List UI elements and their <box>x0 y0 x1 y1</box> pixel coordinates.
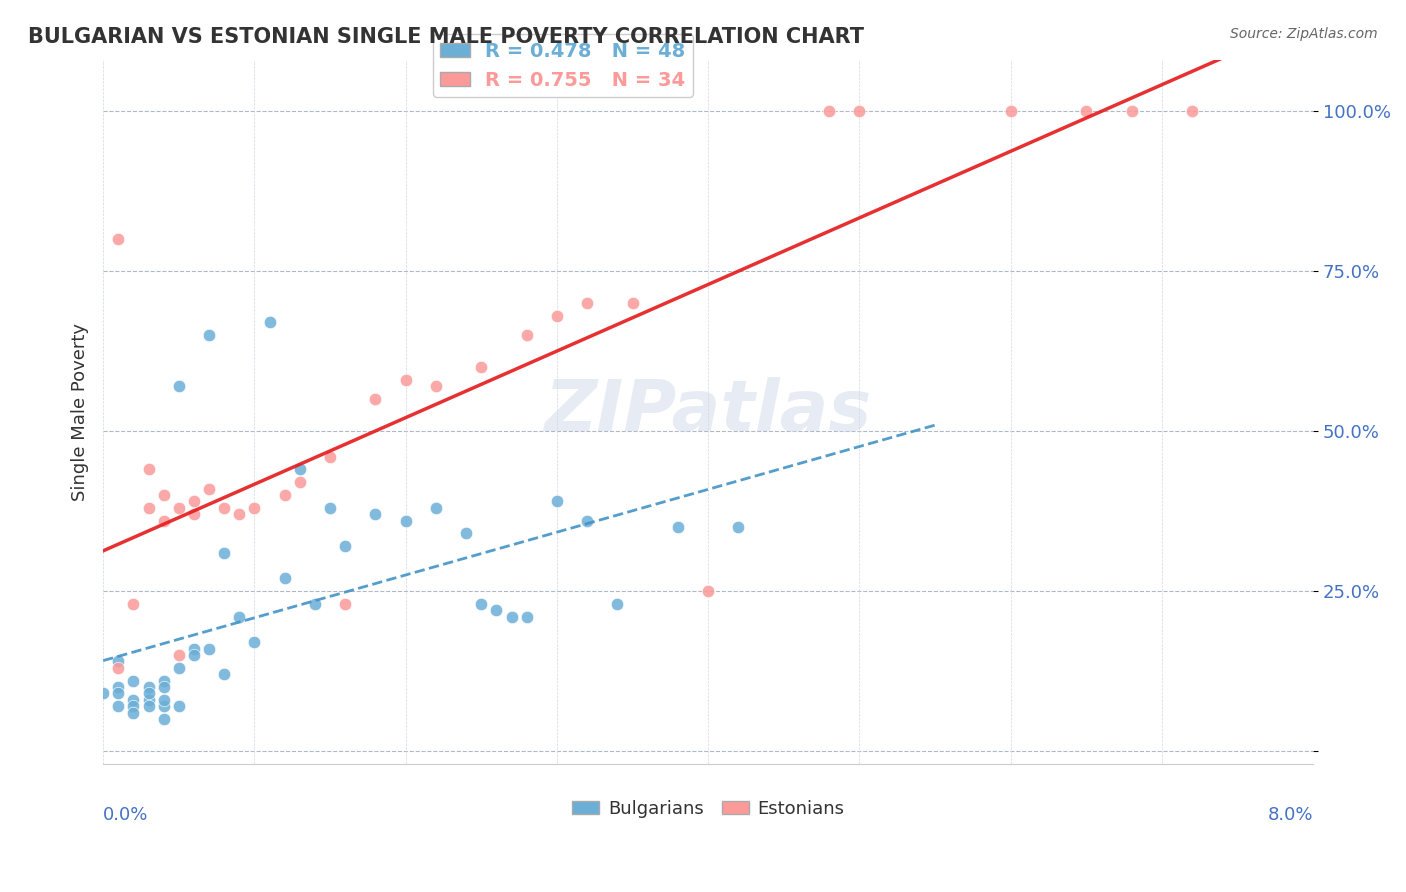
Point <box>576 296 599 310</box>
Point <box>546 494 568 508</box>
Point <box>364 392 387 406</box>
Point <box>107 661 129 675</box>
Point <box>152 712 174 726</box>
Point <box>138 680 160 694</box>
Text: ZIPatlas: ZIPatlas <box>544 377 872 446</box>
Point <box>183 641 205 656</box>
Point <box>516 609 538 624</box>
Point <box>167 500 190 515</box>
Legend: Bulgarians, Estonians: Bulgarians, Estonians <box>564 793 852 825</box>
Point <box>122 706 145 720</box>
Point <box>606 597 628 611</box>
Point <box>501 609 523 624</box>
Point <box>697 584 720 599</box>
Point <box>167 379 190 393</box>
Text: 8.0%: 8.0% <box>1268 806 1313 824</box>
Point <box>516 327 538 342</box>
Point <box>259 315 281 329</box>
Point <box>138 462 160 476</box>
Point <box>485 603 508 617</box>
Point <box>138 693 160 707</box>
Point <box>288 475 311 490</box>
Point <box>198 482 221 496</box>
Point <box>243 500 266 515</box>
Point <box>304 597 326 611</box>
Point <box>425 379 447 393</box>
Point <box>152 514 174 528</box>
Point <box>364 507 387 521</box>
Point <box>183 494 205 508</box>
Point <box>152 693 174 707</box>
Point <box>152 680 174 694</box>
Point <box>243 635 266 649</box>
Point <box>122 673 145 688</box>
Y-axis label: Single Male Poverty: Single Male Poverty <box>72 323 89 500</box>
Point <box>1121 103 1143 118</box>
Point <box>333 597 356 611</box>
Point <box>212 667 235 681</box>
Point <box>1181 103 1204 118</box>
Point <box>183 648 205 662</box>
Point <box>395 373 418 387</box>
Point <box>273 571 295 585</box>
Point <box>470 359 492 374</box>
Point <box>228 609 250 624</box>
Point <box>198 641 221 656</box>
Point <box>727 520 749 534</box>
Point <box>1000 103 1022 118</box>
Point <box>107 680 129 694</box>
Point <box>621 296 644 310</box>
Point <box>152 673 174 688</box>
Point <box>198 327 221 342</box>
Point <box>425 500 447 515</box>
Point <box>456 526 478 541</box>
Point <box>167 699 190 714</box>
Point <box>848 103 870 118</box>
Point <box>167 648 190 662</box>
Point <box>228 507 250 521</box>
Point <box>818 103 841 118</box>
Point <box>122 693 145 707</box>
Point <box>333 539 356 553</box>
Point <box>152 699 174 714</box>
Point <box>576 514 599 528</box>
Point <box>470 597 492 611</box>
Point <box>183 507 205 521</box>
Point <box>107 654 129 668</box>
Text: 0.0%: 0.0% <box>103 806 149 824</box>
Point <box>122 699 145 714</box>
Point <box>107 232 129 246</box>
Point <box>1076 103 1098 118</box>
Point <box>138 500 160 515</box>
Point <box>138 686 160 700</box>
Point <box>288 462 311 476</box>
Point <box>212 545 235 559</box>
Point <box>666 520 689 534</box>
Point <box>319 500 342 515</box>
Point <box>395 514 418 528</box>
Point <box>319 450 342 464</box>
Text: BULGARIAN VS ESTONIAN SINGLE MALE POVERTY CORRELATION CHART: BULGARIAN VS ESTONIAN SINGLE MALE POVERT… <box>28 27 865 46</box>
Point <box>167 661 190 675</box>
Point <box>273 488 295 502</box>
Point <box>152 488 174 502</box>
Point <box>212 500 235 515</box>
Point <box>122 597 145 611</box>
Point <box>107 699 129 714</box>
Point <box>91 686 114 700</box>
Point <box>107 686 129 700</box>
Point <box>138 699 160 714</box>
Point <box>546 309 568 323</box>
Text: Source: ZipAtlas.com: Source: ZipAtlas.com <box>1230 27 1378 41</box>
